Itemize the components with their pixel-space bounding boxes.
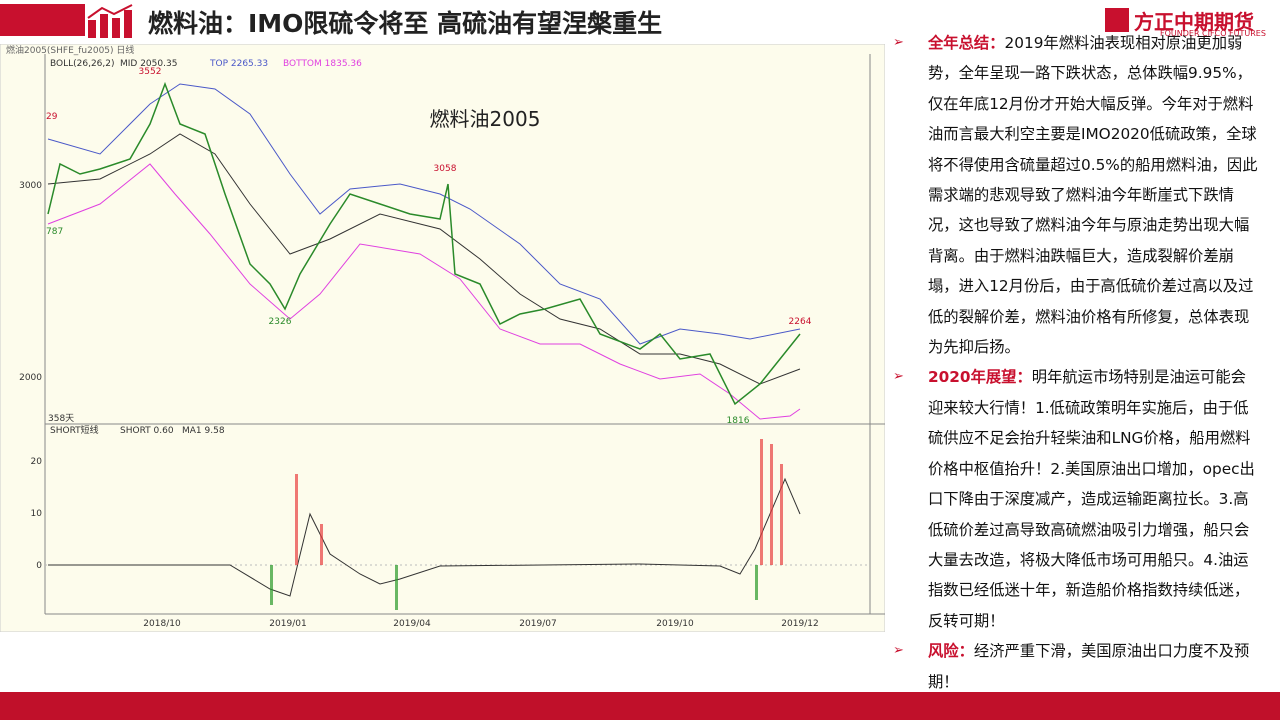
price-label: 2326 xyxy=(269,317,292,327)
legend-item: TOP 2265.33 xyxy=(209,59,268,69)
price-label: 3552 xyxy=(139,67,162,77)
date-label: 2019/04 xyxy=(393,619,431,629)
price-label: 29 xyxy=(46,112,58,122)
slide-title: 燃料油：IMO限硫令将至 高硫油有望涅槃重生 xyxy=(148,9,663,38)
header-block xyxy=(0,4,85,36)
legend-item: BOTTOM 1835.36 xyxy=(283,59,362,69)
top-bar: 燃油2005(SHFE_fu2005) 日线 xyxy=(6,44,134,56)
date-label: 2019/10 xyxy=(656,619,694,629)
sub-legend: SHORT 0.60 xyxy=(120,426,174,436)
sub-legend: MA1 9.58 xyxy=(182,426,225,436)
chart-title: 燃料油2005 xyxy=(430,107,541,131)
date-label: 2019/07 xyxy=(519,619,556,629)
text-column: 全年总结：2019年燃料油表现相对原油更加弱势，全年呈现一路下跌状态，总体跌幅9… xyxy=(893,28,1258,697)
price-label: 3058 xyxy=(434,164,457,174)
sub-legend: SHORT短线 xyxy=(50,424,99,436)
y-label: 3000 xyxy=(19,181,42,191)
price-label: 2264 xyxy=(789,317,812,327)
bullet-point: 全年总结：2019年燃料油表现相对原油更加弱势，全年呈现一路下跌状态，总体跌幅9… xyxy=(893,28,1258,362)
date-label: 2018/10 xyxy=(143,619,181,629)
price-label: 787 xyxy=(46,227,63,237)
days-label: 358天 xyxy=(48,414,74,424)
y-label: 2000 xyxy=(19,373,42,383)
chart-screenshot: 燃油2005(SHFE_fu2005) 日线 BOLL(26,26,2) MID 2… xyxy=(0,44,885,632)
date-label: 2019/12 xyxy=(781,619,818,629)
bullet-label: 全年总结： xyxy=(928,34,1005,52)
sub-y-label: 20 xyxy=(31,457,43,467)
legend-item: BOLL(26,26,2) xyxy=(50,59,115,69)
sub-y-label: 10 xyxy=(31,509,43,519)
header-icon xyxy=(87,4,133,38)
bullet-body: 2019年燃料油表现相对原油更加弱势，全年呈现一路下跌状态，总体跌幅9.95%，… xyxy=(928,34,1258,357)
footer-bar xyxy=(0,692,1280,720)
bullet-label: 风险： xyxy=(928,642,974,661)
bullet-label: 2020年展望： xyxy=(928,368,1032,387)
sub-y-label: 0 xyxy=(36,561,42,571)
legend-item: MID 2050.35 xyxy=(120,59,177,69)
bullet-body: 经济严重下滑，美国原油出口力度不及预期！ xyxy=(928,642,1250,691)
bullet-body: 明年航运市场特别是油运可能会迎来较大行情！1.低硫政策明年实施后，由于低硫供应不… xyxy=(928,368,1255,630)
price-label: 1816 xyxy=(727,416,750,426)
date-label: 2019/01 xyxy=(269,619,306,629)
bullet-point: 风险：经济严重下滑，美国原油出口力度不及预期！ xyxy=(893,636,1258,697)
bullet-point: 2020年展望：明年航运市场特别是油运可能会迎来较大行情！1.低硫政策明年实施后… xyxy=(893,362,1258,636)
